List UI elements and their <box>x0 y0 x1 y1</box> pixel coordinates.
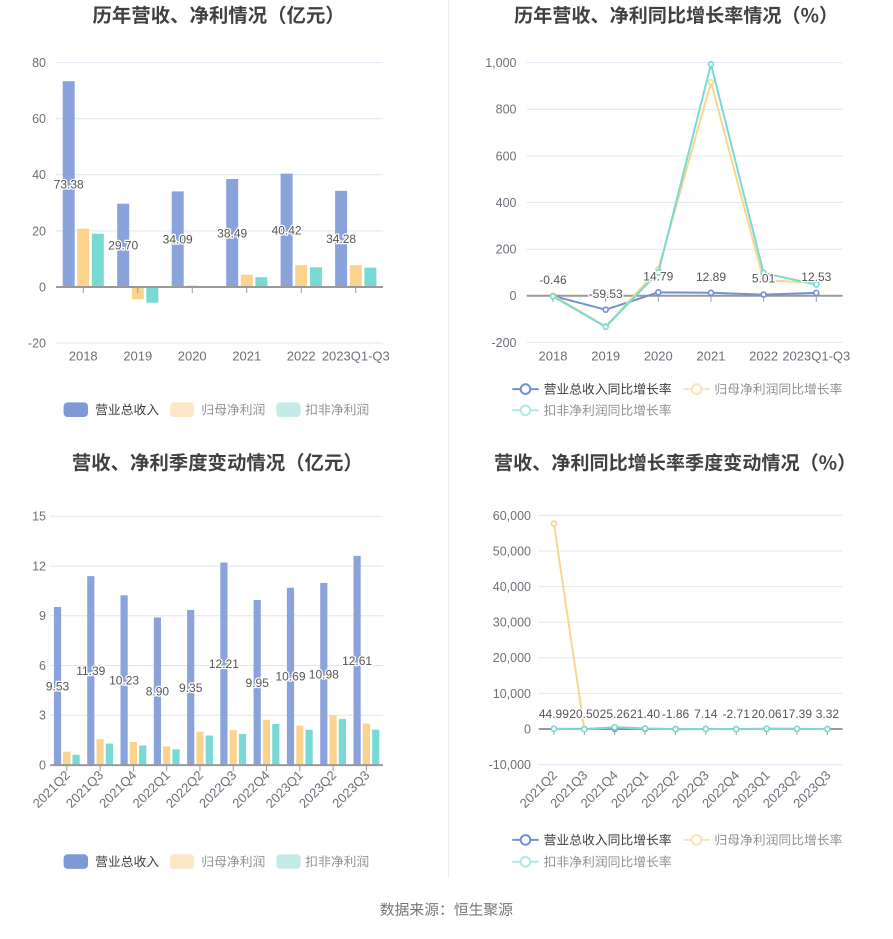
svg-text:0: 0 <box>524 722 531 736</box>
svg-text:12.53: 12.53 <box>801 270 831 284</box>
svg-text:200: 200 <box>496 243 517 257</box>
svg-text:40.42: 40.42 <box>272 224 302 238</box>
svg-text:11.39: 11.39 <box>76 664 105 678</box>
svg-text:10.23: 10.23 <box>109 674 139 688</box>
svg-text:60: 60 <box>32 112 46 126</box>
svg-text:40,000: 40,000 <box>493 580 531 594</box>
svg-text:0: 0 <box>510 289 517 303</box>
svg-text:2023Q1-Q3: 2023Q1-Q3 <box>782 349 850 364</box>
svg-text:9.95: 9.95 <box>246 676 270 690</box>
svg-text:73.38: 73.38 <box>54 177 84 191</box>
svg-text:9.53: 9.53 <box>46 679 70 693</box>
svg-text:8.90: 8.90 <box>146 685 170 699</box>
svg-text:6: 6 <box>39 659 46 673</box>
svg-text:2019: 2019 <box>591 349 620 364</box>
svg-text:50,000: 50,000 <box>493 544 531 558</box>
svg-text:-10,000: -10,000 <box>489 758 531 772</box>
svg-text:9: 9 <box>39 609 46 623</box>
svg-text:14.79: 14.79 <box>643 270 673 284</box>
svg-text:12.21: 12.21 <box>209 657 239 671</box>
svg-text:7.14: 7.14 <box>694 707 718 721</box>
svg-text:2021: 2021 <box>232 349 261 364</box>
svg-text:20,000: 20,000 <box>493 651 531 665</box>
svg-text:20.50: 20.50 <box>569 707 599 721</box>
svg-text:10,000: 10,000 <box>493 687 531 701</box>
svg-text:34.09: 34.09 <box>163 233 193 247</box>
svg-text:2022: 2022 <box>749 349 778 364</box>
svg-text:2023Q1-Q3: 2023Q1-Q3 <box>322 349 390 364</box>
svg-text:-59.53: -59.53 <box>589 287 623 301</box>
svg-text:12.61: 12.61 <box>342 654 372 668</box>
svg-text:30,000: 30,000 <box>493 616 531 630</box>
svg-text:10.69: 10.69 <box>275 670 305 684</box>
svg-text:40: 40 <box>32 168 46 182</box>
svg-text:-20: -20 <box>28 337 46 351</box>
svg-text:15: 15 <box>32 510 46 524</box>
svg-text:12: 12 <box>32 559 46 573</box>
svg-text:2018: 2018 <box>69 349 98 364</box>
svg-text:21.40: 21.40 <box>630 707 660 721</box>
svg-text:2020: 2020 <box>178 349 207 364</box>
svg-text:400: 400 <box>496 196 517 210</box>
svg-text:3.32: 3.32 <box>816 707 840 721</box>
svg-text:600: 600 <box>496 149 517 163</box>
svg-text:2019: 2019 <box>123 349 152 364</box>
svg-text:2020: 2020 <box>644 349 673 364</box>
svg-text:9.35: 9.35 <box>179 681 203 695</box>
svg-text:-0.46: -0.46 <box>539 273 567 287</box>
svg-text:5.01: 5.01 <box>752 272 776 286</box>
svg-text:25.26: 25.26 <box>600 707 630 721</box>
svg-text:38.49: 38.49 <box>217 226 247 240</box>
svg-text:-200: -200 <box>491 336 516 350</box>
svg-text:-1.86: -1.86 <box>662 707 690 721</box>
svg-text:20.06: 20.06 <box>752 707 782 721</box>
svg-text:0: 0 <box>39 280 46 294</box>
svg-text:44.99: 44.99 <box>539 707 569 721</box>
svg-text:17.39: 17.39 <box>782 707 812 721</box>
svg-text:2021: 2021 <box>697 349 726 364</box>
svg-text:60,000: 60,000 <box>493 509 531 523</box>
svg-text:80: 80 <box>32 56 46 70</box>
svg-text:12.89: 12.89 <box>696 270 726 284</box>
svg-text:2022: 2022 <box>287 349 316 364</box>
svg-text:2018: 2018 <box>539 349 568 364</box>
svg-text:0: 0 <box>39 759 46 773</box>
svg-text:10.98: 10.98 <box>309 667 339 681</box>
svg-text:20: 20 <box>32 224 46 238</box>
svg-text:3: 3 <box>39 709 46 723</box>
svg-text:800: 800 <box>496 103 517 117</box>
svg-text:29.70: 29.70 <box>108 239 138 253</box>
svg-text:34.28: 34.28 <box>326 232 356 246</box>
svg-text:1,000: 1,000 <box>485 56 516 70</box>
svg-text:-2.71: -2.71 <box>723 707 751 721</box>
